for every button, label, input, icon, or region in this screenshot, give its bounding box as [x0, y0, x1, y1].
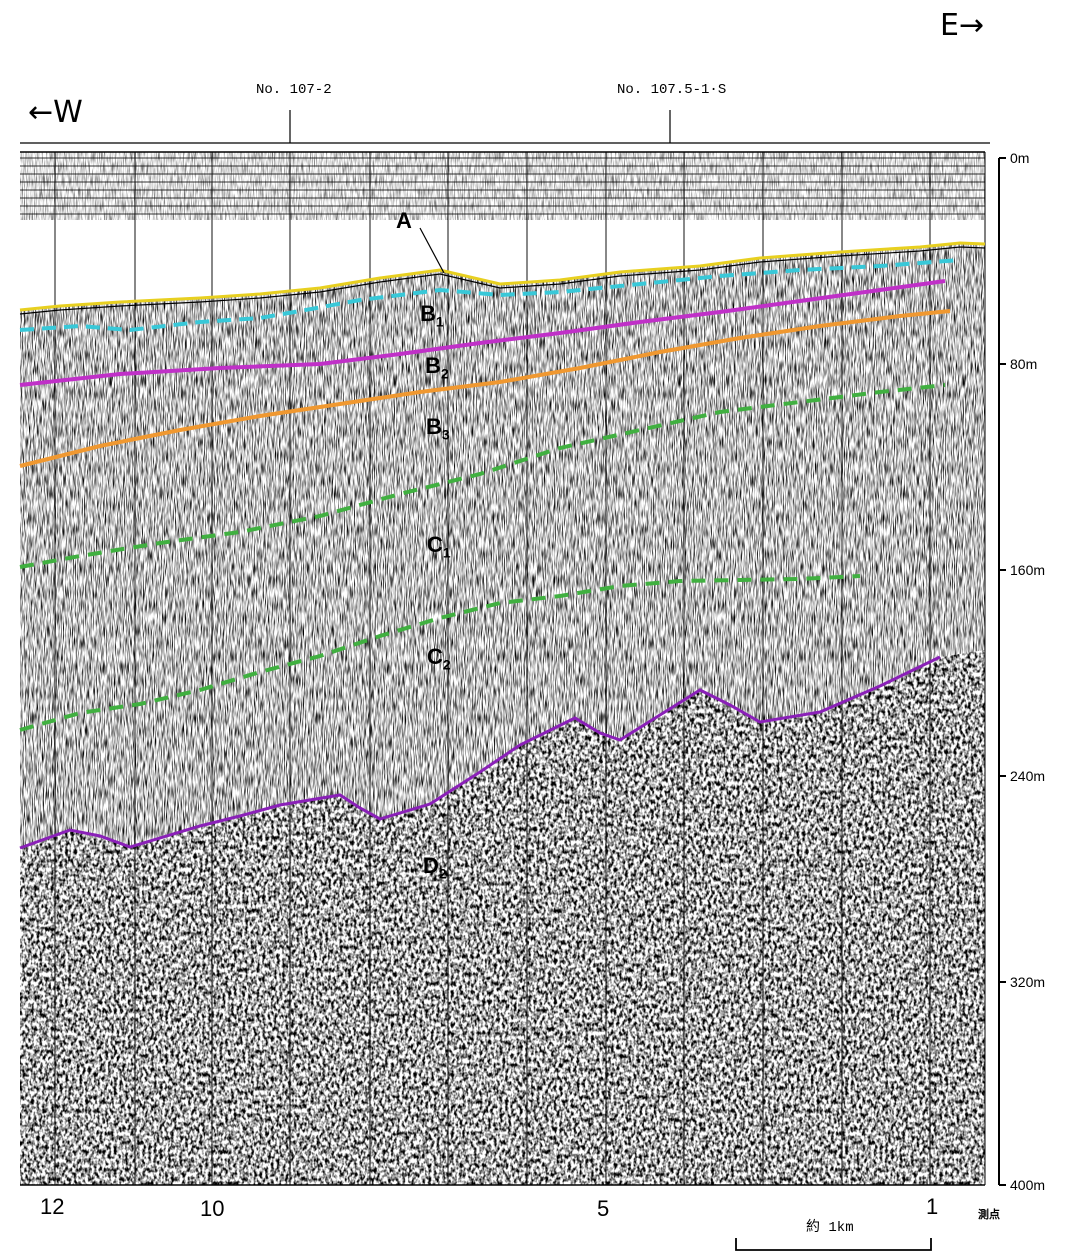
station-ref-107-5: No. 107.5-1·S — [617, 82, 727, 98]
layer-label-d2: D2 — [423, 853, 447, 882]
layer-label-a: A — [396, 208, 412, 233]
depth-label-320: 320m — [1010, 974, 1046, 990]
layer-label-c2: C2 — [427, 644, 451, 673]
east-direction-label: E→ — [940, 8, 985, 43]
scale-bar-label: 約 1km — [806, 1220, 854, 1236]
horizon-c2 — [19, 574, 861, 732]
horizon-d2 — [19, 655, 941, 850]
west-direction-label: ←W — [28, 95, 83, 130]
station-number-1: 1 — [926, 1194, 939, 1219]
horizon-b1 — [19, 258, 961, 333]
depth-label-0: 0m — [1010, 150, 1030, 166]
depth-label-160: 160m — [1010, 562, 1046, 578]
depth-label-400: 400m — [1010, 1177, 1046, 1193]
depth-label-240: 240m — [1010, 768, 1046, 784]
layer-label-b3: B3 — [426, 414, 450, 443]
horizon-a — [19, 241, 986, 312]
layer-label-c1: C1 — [427, 532, 451, 561]
horizon-c1 — [19, 383, 946, 569]
layer-label-b2: B2 — [425, 353, 449, 382]
station-number-12: 12 — [40, 1194, 65, 1219]
station-number-10: 10 — [200, 1196, 225, 1221]
station-number-5: 5 — [597, 1196, 610, 1221]
layer-label-b1: B1 — [420, 301, 444, 330]
depth-label-80: 80m — [1010, 356, 1038, 372]
station-unit-label: 測点 — [978, 1209, 1000, 1221]
horizon-b2 — [19, 279, 946, 387]
station-ref-107-2: No. 107-2 — [256, 82, 332, 98]
horizon-b3 — [19, 309, 951, 468]
